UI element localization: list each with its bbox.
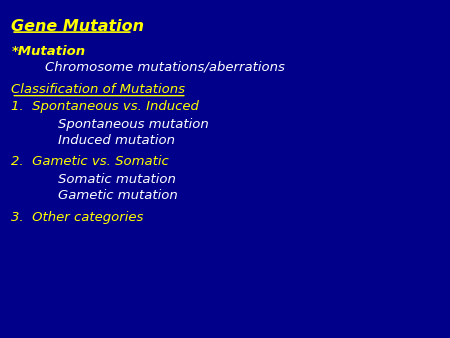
- Text: 1.  Spontaneous vs. Induced: 1. Spontaneous vs. Induced: [11, 100, 199, 113]
- Text: 3.  Other categories: 3. Other categories: [11, 211, 144, 224]
- Text: 2.  Gametic vs. Somatic: 2. Gametic vs. Somatic: [11, 155, 169, 168]
- Text: Gene Mutation: Gene Mutation: [11, 19, 144, 33]
- Text: Somatic mutation: Somatic mutation: [58, 173, 176, 186]
- Text: Classification of Mutations: Classification of Mutations: [11, 83, 185, 96]
- Text: Spontaneous mutation: Spontaneous mutation: [58, 118, 209, 131]
- Text: *Mutation: *Mutation: [11, 45, 86, 57]
- Text: Chromosome mutations/aberrations: Chromosome mutations/aberrations: [45, 61, 285, 74]
- Text: Gametic mutation: Gametic mutation: [58, 189, 178, 201]
- Text: Induced mutation: Induced mutation: [58, 134, 176, 146]
